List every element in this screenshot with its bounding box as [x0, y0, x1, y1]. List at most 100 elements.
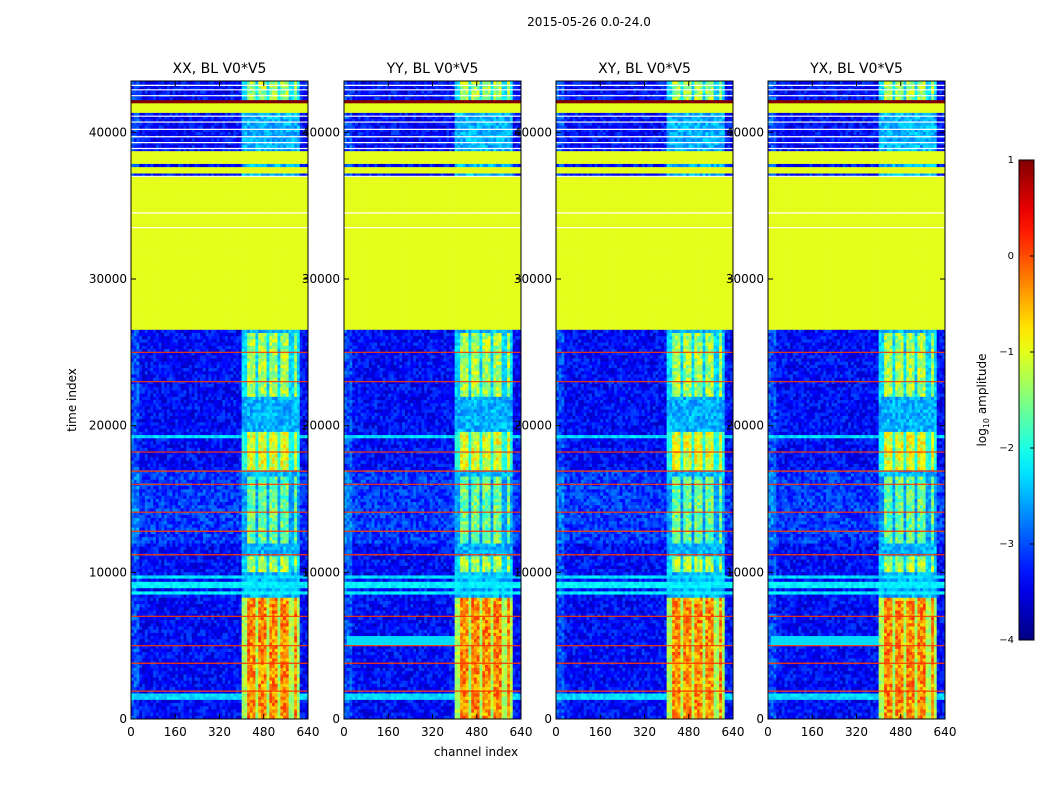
heatmap-cell: [283, 81, 286, 84]
heatmap-cell: [225, 91, 228, 94]
heatmap-cell: [267, 107, 270, 110]
heatmap-cell: [153, 81, 156, 84]
heatmap-cell: [222, 91, 225, 94]
heatmap-cell: [228, 81, 231, 84]
heatmap-cell: [231, 81, 234, 84]
heatmap-cell: [192, 97, 195, 100]
heatmap-cell: [134, 81, 137, 84]
heatmap-cell: [231, 91, 234, 94]
heatmap-cell: [280, 100, 283, 103]
heatmap-cell: [300, 97, 303, 100]
heatmap-cell: [172, 103, 175, 106]
heatmap-cell: [145, 97, 148, 100]
heatmap-cell: [264, 110, 267, 113]
heatmap-cell: [150, 100, 153, 103]
heatmap-cell: [167, 81, 170, 84]
heatmap-cell: [286, 103, 289, 106]
heatmap-cell: [302, 97, 305, 100]
heatmap-cell: [250, 81, 253, 84]
heatmap-cell: [192, 91, 195, 94]
heatmap-cell: [239, 97, 242, 100]
heatmap-cell: [283, 110, 286, 113]
heatmap-cell: [289, 110, 292, 113]
heatmap-cell: [186, 110, 189, 113]
heatmap-cell: [211, 97, 214, 100]
heatmap-cell: [217, 100, 220, 103]
heatmap-cell: [269, 110, 272, 113]
heatmap-cell: [250, 110, 253, 113]
heatmap-cell: [189, 100, 192, 103]
heatmap-cell: [302, 103, 305, 106]
heatmap-cell: [269, 103, 272, 106]
heatmap-cell: [139, 91, 142, 94]
heatmap-cell: [167, 103, 170, 106]
heatmap-cell: [192, 100, 195, 103]
heatmap-cell: [255, 81, 258, 84]
heatmap-cell: [275, 91, 278, 94]
heatmap-cell: [250, 91, 253, 94]
heatmap-cell: [236, 107, 239, 110]
heatmap-cell: [172, 107, 175, 110]
heatmap-cell: [233, 110, 236, 113]
heatmap-cell: [253, 100, 256, 103]
heatmap-cell: [247, 91, 250, 94]
heatmap-cell: [272, 103, 275, 106]
heatmap-cell: [289, 81, 292, 84]
heatmap-cell: [203, 91, 206, 94]
heatmap-cell: [261, 103, 264, 106]
heatmap-cell: [302, 100, 305, 103]
heatmap-cell: [247, 107, 250, 110]
heatmap-cell: [134, 91, 137, 94]
heatmap-cell: [269, 107, 272, 110]
heatmap-cell: [206, 91, 209, 94]
heatmap-cell: [142, 107, 145, 110]
heatmap-cell: [220, 97, 223, 100]
heatmap-cell: [134, 97, 137, 100]
heatmap-cell: [189, 107, 192, 110]
heatmap-cell: [278, 103, 281, 106]
heatmap-cell: [267, 81, 270, 84]
heatmap-cell: [278, 91, 281, 94]
heatmap-cell: [203, 103, 206, 106]
heatmap-cell: [269, 91, 272, 94]
heatmap-cell: [164, 81, 167, 84]
heatmap-cell: [139, 103, 142, 106]
heatmap-cell: [164, 97, 167, 100]
heatmap-cell: [208, 100, 211, 103]
heatmap-cell: [181, 97, 184, 100]
heatmap-cell: [161, 110, 164, 113]
heatmap-cell: [142, 103, 145, 106]
heatmap-cell: [286, 91, 289, 94]
heatmap-cell: [225, 97, 228, 100]
heatmap-cell: [294, 103, 297, 106]
heatmap-cell: [236, 97, 239, 100]
heatmap-cell: [148, 110, 151, 113]
heatmap-cell: [206, 100, 209, 103]
heatmap-cell: [170, 97, 173, 100]
heatmap-cell: [222, 100, 225, 103]
heatmap-cell: [239, 107, 242, 110]
heatmap-cell: [161, 100, 164, 103]
heatmap-cell: [139, 107, 142, 110]
heatmap-cell: [272, 107, 275, 110]
heatmap-cell: [145, 103, 148, 106]
heatmap-cell: [170, 100, 173, 103]
heatmap-cell: [211, 91, 214, 94]
heatmap-cell: [156, 97, 159, 100]
heatmap-cell: [184, 110, 187, 113]
heatmap-cell: [203, 97, 206, 100]
heatmap-cell: [302, 81, 305, 84]
heatmap-cell: [228, 107, 231, 110]
heatmap-cell: [178, 100, 181, 103]
heatmap-cell: [181, 107, 184, 110]
heatmap-cell: [206, 107, 209, 110]
heatmap-cell: [244, 97, 247, 100]
heatmap-cell: [253, 103, 256, 106]
heatmap-cell: [148, 107, 151, 110]
heatmap-cell: [300, 100, 303, 103]
heatmap-cell: [200, 81, 203, 84]
heatmap-cell: [170, 107, 173, 110]
heatmap-cell: [231, 107, 234, 110]
heatmap-cell: [289, 97, 292, 100]
figure-title: 2015-05-26 0.0-24.0: [527, 15, 651, 29]
